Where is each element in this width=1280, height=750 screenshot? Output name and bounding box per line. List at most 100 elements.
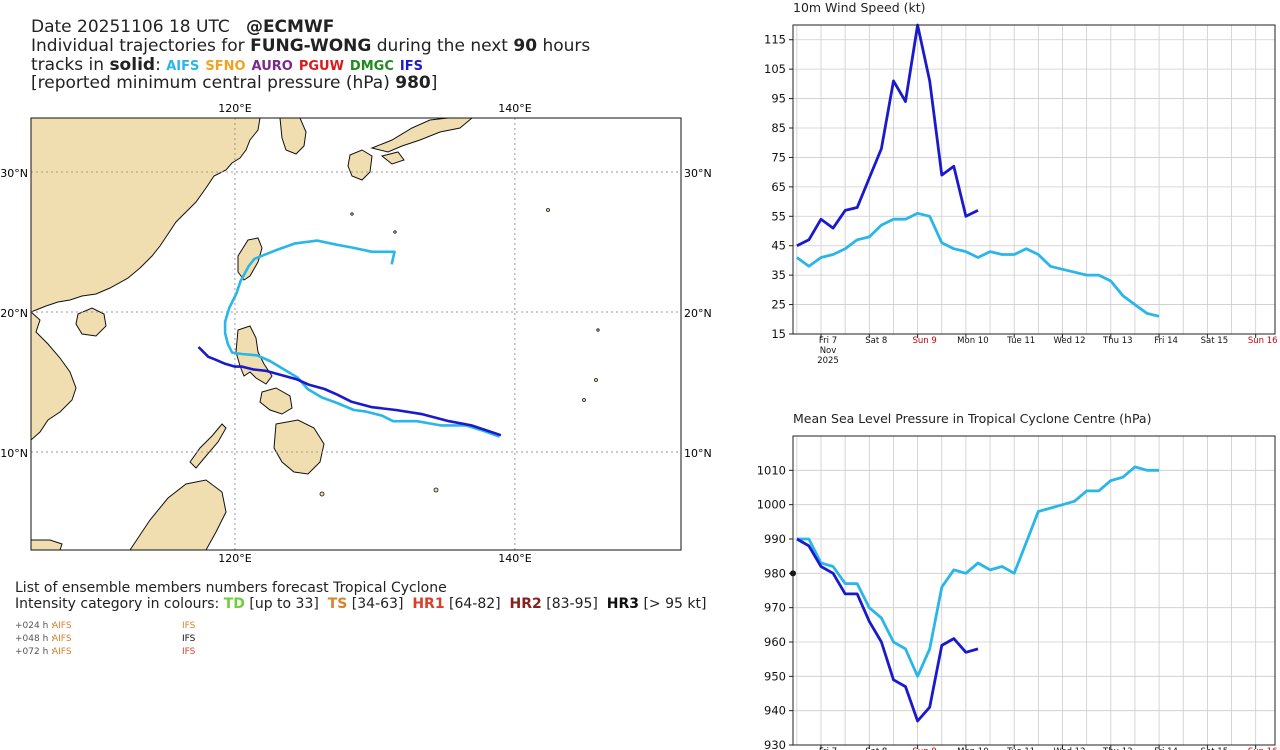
y-tick-label: 35: [771, 268, 786, 282]
y-tick-label: 930: [764, 738, 786, 750]
series-line-ifs: [796, 23, 979, 247]
track-ifs: [197, 346, 502, 437]
chart-title: 10m Wind Speed (kt): [793, 0, 926, 15]
y-tick-label: 980: [764, 566, 786, 580]
model-legend-auro: AURO: [251, 59, 293, 74]
x-tick-label: Sun 16: [1248, 747, 1278, 750]
category-code-hr1: HR1: [412, 596, 445, 612]
category-code-hr2: HR2: [509, 596, 542, 612]
row-aifs-member: AIFS: [52, 647, 72, 657]
plot-frame: [792, 24, 1276, 335]
y-tick-label: 105: [764, 62, 786, 76]
lon-label: 140°E: [498, 552, 531, 565]
category-range: [up to 33]: [244, 596, 328, 612]
x-tick-label: Thu 13: [1102, 747, 1132, 750]
map-grid: [31, 118, 681, 550]
series-line-ifs: [796, 537, 979, 723]
land-taiwan: [237, 237, 263, 281]
map-lon-labels-bottom: 120°E 140°E: [218, 552, 531, 565]
tracks-style: solid: [109, 55, 156, 75]
x-tick-label: Fri 7: [819, 747, 837, 750]
model-legend-pguw: PGUW: [298, 59, 344, 74]
pressure-close: ]: [430, 73, 438, 93]
land-indochina: [31, 311, 77, 441]
plot-area: [793, 25, 1275, 334]
category-code-td: TD: [223, 596, 245, 612]
x-tick-label: Fri 7: [819, 336, 837, 346]
lat-label: 10°N: [684, 447, 712, 460]
wind-speed-chart: 10m Wind Speed (kt) 15 25 35 45 55 65 75 85 95 105…: [764, 0, 1278, 366]
land-islet: [594, 378, 598, 382]
x-tick-label: Tue 11: [1006, 336, 1035, 346]
x-tick-label: Mon 10: [957, 336, 988, 346]
y-tick-label: 65: [771, 180, 786, 194]
category-range: [34-63]: [347, 596, 413, 612]
pressure-label: [reported minimum central pressure (hPa): [31, 73, 390, 93]
x-tick-label: Sun 9: [912, 336, 936, 346]
land-islet: [596, 328, 600, 332]
y-tick-label: 970: [764, 601, 786, 615]
tracks-colon: :: [155, 55, 161, 75]
x-tick-label: Thu 13: [1102, 336, 1132, 346]
y-tick-label: 115: [764, 33, 786, 47]
x-tick-label: Sun 16: [1248, 336, 1278, 346]
land-islet: [546, 208, 550, 212]
row-aifs-member: AIFS: [52, 621, 72, 631]
row-lead-time: +048 h :: [15, 634, 55, 644]
y-tick-label: 25: [771, 298, 786, 312]
model-legend-ifs: IFS: [399, 59, 423, 74]
category-code-ts: TS: [327, 596, 348, 612]
lat-label: 30°N: [0, 167, 28, 180]
land-hainan: [75, 307, 107, 337]
y-tick-label: 95: [771, 92, 786, 106]
model-legend-aifs: AIFS: [166, 59, 200, 74]
land-islet: [350, 212, 354, 216]
map-lat-labels-left: 30°N 20°N 10°N: [0, 167, 28, 460]
pressure-chart: Mean Sea Level Pressure in Tropical Cycl…: [757, 411, 1278, 750]
category-legend: TD [up to 33] TS [34-63] HR1 [64-82] HR2…: [224, 596, 716, 612]
lon-label: 120°E: [218, 552, 251, 565]
x-tick-label: Tue 11: [1006, 747, 1035, 750]
x-tick-label: Wed 12: [1053, 336, 1085, 346]
lat-label: 20°N: [684, 307, 712, 320]
lon-label: 140°E: [498, 102, 531, 115]
land-korea: [279, 118, 307, 155]
x-tick-label: Fri 14: [1154, 747, 1178, 750]
lat-label: 20°N: [0, 307, 28, 320]
model-legend: AIFS SFNO AURO PGUW DMGC IFS: [166, 55, 429, 75]
lat-label: 30°N: [684, 167, 712, 180]
model-legend-dmgc: DMGC: [349, 59, 394, 74]
y-tick-label: 45: [771, 239, 786, 253]
x-tick-label: Sat 15: [1201, 747, 1228, 750]
category-range: [64-82]: [444, 596, 510, 612]
traj-suffix: hours: [542, 36, 591, 56]
row-ifs-member: IFS: [182, 621, 196, 631]
y-tick-label: 990: [764, 532, 786, 546]
x-tick-label: Sat 8: [865, 747, 887, 750]
row-aifs-member: AIFS: [52, 634, 72, 644]
category-range: [83-95]: [541, 596, 607, 612]
y-tick-label: 950: [764, 669, 786, 683]
model-legend-sfno: SFNO: [205, 59, 246, 74]
category-code-hr3: HR3: [606, 596, 640, 612]
land-honshu: [370, 118, 473, 153]
land-asia: [31, 118, 261, 313]
land-islet: [582, 398, 586, 402]
date-text: Date 20251106 18 UTC: [31, 17, 230, 37]
ensemble-list-title: List of ensemble members numbers forecas…: [15, 580, 447, 596]
pressure-value: 980: [395, 73, 431, 93]
series-line-aifs: [796, 211, 1160, 318]
series-line-aifs: [796, 465, 1160, 678]
header-date-line: Date 20251106 18 UTC @ECMWF: [31, 17, 334, 37]
category-range: [> 95 kt]: [639, 596, 716, 612]
land-visayas: [259, 387, 293, 415]
x-tick-label: 2025: [817, 356, 839, 366]
map-lat-labels-right: 30°N 20°N 10°N: [684, 167, 712, 460]
y-tick-label: 15: [771, 327, 786, 341]
row-ifs-member: IFS: [182, 647, 196, 657]
x-tick-label: Fri 14: [1154, 336, 1178, 346]
y-tick-label: 1010: [757, 463, 786, 477]
land-islet: [433, 487, 439, 493]
y-tick-label: 85: [771, 121, 786, 135]
y-tick-label: 75: [771, 150, 786, 164]
